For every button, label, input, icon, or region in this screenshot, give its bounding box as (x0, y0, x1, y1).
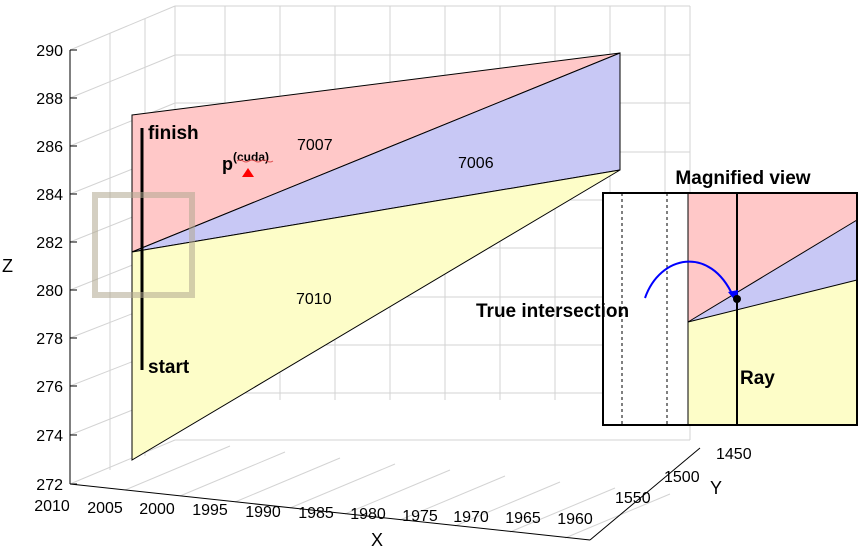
spellcheck-underline (236, 159, 274, 163)
inset-title: Magnified view (675, 168, 810, 189)
x-tick-label: 1960 (557, 511, 593, 528)
z-tick-label: 288 (36, 91, 63, 108)
yellow-plane (131, 169, 621, 461)
inset-yellow-region (688, 280, 857, 425)
ray-label: Ray (740, 368, 775, 389)
start-label: start (148, 357, 190, 378)
finish-label: finish (148, 123, 199, 144)
z-tick-label: 290 (36, 43, 63, 60)
z-tick-label: 278 (36, 331, 63, 348)
yellow-plane-label: 7010 (296, 291, 332, 308)
point-marker (242, 168, 254, 177)
floor-grid (69, 439, 690, 539)
x-tick-label: 1995 (192, 502, 228, 519)
inset-frame (602, 192, 858, 426)
x-tick-label: 1965 (505, 510, 541, 527)
inset-edge-upper (687, 219, 858, 323)
intersection-point (733, 295, 741, 303)
z-tick-label: 276 (36, 379, 63, 396)
y-tick-label: 1500 (664, 469, 700, 486)
z-tick-label: 284 (36, 187, 63, 204)
z-tick-label: 272 (36, 477, 63, 494)
z-tick-marks (70, 49, 77, 485)
z-axis-label: Z (2, 256, 13, 276)
x-tick-label: 1975 (402, 508, 438, 525)
x-tick-label: 2005 (87, 500, 123, 517)
y-axis-label: Y (710, 478, 722, 498)
magnify-highlight-box (92, 192, 195, 298)
intersection-arrow (644, 260, 734, 299)
blue-plane-label: 7006 (458, 155, 494, 172)
x-axis-label: X (371, 530, 383, 550)
red-plane-label: 7007 (297, 137, 333, 154)
x-tick-label: 1980 (350, 506, 386, 523)
x-tick-label: 1985 (298, 505, 334, 522)
z-tick-label: 286 (36, 139, 63, 156)
magnified-inset: Magnified view True intersection Ray (476, 168, 858, 426)
y-tick-label: 1550 (615, 490, 651, 507)
y-tick-label: 1450 (716, 446, 752, 463)
z-tick-label: 280 (36, 283, 63, 300)
x-tick-label: 2000 (139, 501, 175, 518)
x-tick-label: 2010 (34, 498, 70, 515)
x-tick-label: 1970 (453, 509, 489, 526)
true-intersection-label: True intersection (476, 301, 629, 322)
x-tick-label: 1990 (245, 504, 281, 521)
inset-edge-lower (687, 279, 858, 323)
axis-lines (69, 50, 701, 541)
z-tick-label: 274 (36, 428, 63, 445)
z-tick-label: 282 (36, 235, 63, 252)
